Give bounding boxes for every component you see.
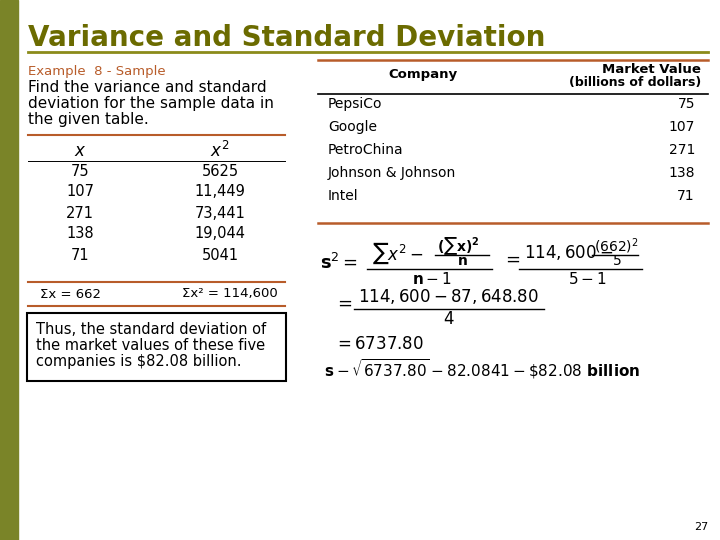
Text: $=$: $=$ [502, 250, 521, 268]
Text: 5041: 5041 [202, 247, 238, 262]
Text: 27: 27 [694, 522, 708, 532]
Text: $4$: $4$ [443, 310, 454, 328]
Text: the given table.: the given table. [28, 112, 149, 127]
Text: Intel: Intel [328, 189, 359, 203]
Text: $\mathbf{n}-1$: $\mathbf{n}-1$ [412, 271, 452, 287]
Text: Σx² = 114,600: Σx² = 114,600 [182, 287, 278, 300]
Text: 71: 71 [71, 247, 89, 262]
Text: 75: 75 [71, 164, 89, 179]
Text: Find the variance and standard: Find the variance and standard [28, 80, 266, 95]
Text: 5625: 5625 [202, 164, 238, 179]
Text: Company: Company [388, 68, 457, 81]
Text: 138: 138 [668, 166, 695, 180]
Text: $x^2$: $x^2$ [210, 141, 230, 161]
Text: 73,441: 73,441 [194, 206, 246, 220]
Text: 75: 75 [678, 97, 695, 111]
Text: $x$: $x$ [73, 142, 86, 160]
Text: 71: 71 [678, 189, 695, 203]
Text: $5-1$: $5-1$ [568, 271, 607, 287]
Text: Johnson & Johnson: Johnson & Johnson [328, 166, 456, 180]
Text: $5$: $5$ [612, 254, 621, 268]
Text: $=$: $=$ [334, 294, 353, 312]
Text: 271: 271 [66, 206, 94, 220]
Text: PetroChina: PetroChina [328, 143, 404, 157]
Text: companies is $82.08 billion.: companies is $82.08 billion. [36, 354, 241, 369]
FancyBboxPatch shape [27, 313, 286, 381]
Text: 11,449: 11,449 [194, 185, 246, 199]
Text: 107: 107 [669, 120, 695, 134]
Text: 271: 271 [669, 143, 695, 157]
Text: Google: Google [328, 120, 377, 134]
Bar [0, 0, 18, 540]
Text: $\mathbf{s}-\sqrt{6737.80}-82.0841-\$82.08\ \mathbf{billion}$: $\mathbf{s}-\sqrt{6737.80}-82.0841-\$82.… [324, 357, 640, 381]
Text: $114,600-$: $114,600-$ [524, 244, 613, 262]
Text: (billions of dollars): (billions of dollars) [569, 76, 701, 89]
Text: $=6737.80$: $=6737.80$ [334, 335, 423, 353]
Text: $\mathbf{s}^2=$: $\mathbf{s}^2=$ [320, 253, 358, 273]
Text: Example  8 - Sample: Example 8 - Sample [28, 65, 166, 78]
Text: $\mathbf{n}$: $\mathbf{n}$ [457, 254, 468, 268]
Text: PepsiCo: PepsiCo [328, 97, 382, 111]
Text: $\sum x^2-$: $\sum x^2-$ [372, 240, 424, 266]
Text: 107: 107 [66, 185, 94, 199]
Text: deviation for the sample data in: deviation for the sample data in [28, 96, 274, 111]
Text: $\mathbf{(\sum x)^2}$: $\mathbf{(\sum x)^2}$ [437, 235, 480, 257]
Text: Variance and Standard Deviation: Variance and Standard Deviation [28, 24, 545, 52]
Text: Σx = 662: Σx = 662 [40, 287, 101, 300]
Text: Thus, the standard deviation of: Thus, the standard deviation of [36, 322, 266, 337]
Text: Market Value: Market Value [602, 63, 701, 76]
Text: 138: 138 [66, 226, 94, 241]
Text: $(662)^2$: $(662)^2$ [594, 236, 639, 256]
Text: the market values of these five: the market values of these five [36, 338, 265, 353]
Text: $114,600-87,648.80$: $114,600-87,648.80$ [358, 287, 539, 307]
Text: 19,044: 19,044 [194, 226, 246, 241]
